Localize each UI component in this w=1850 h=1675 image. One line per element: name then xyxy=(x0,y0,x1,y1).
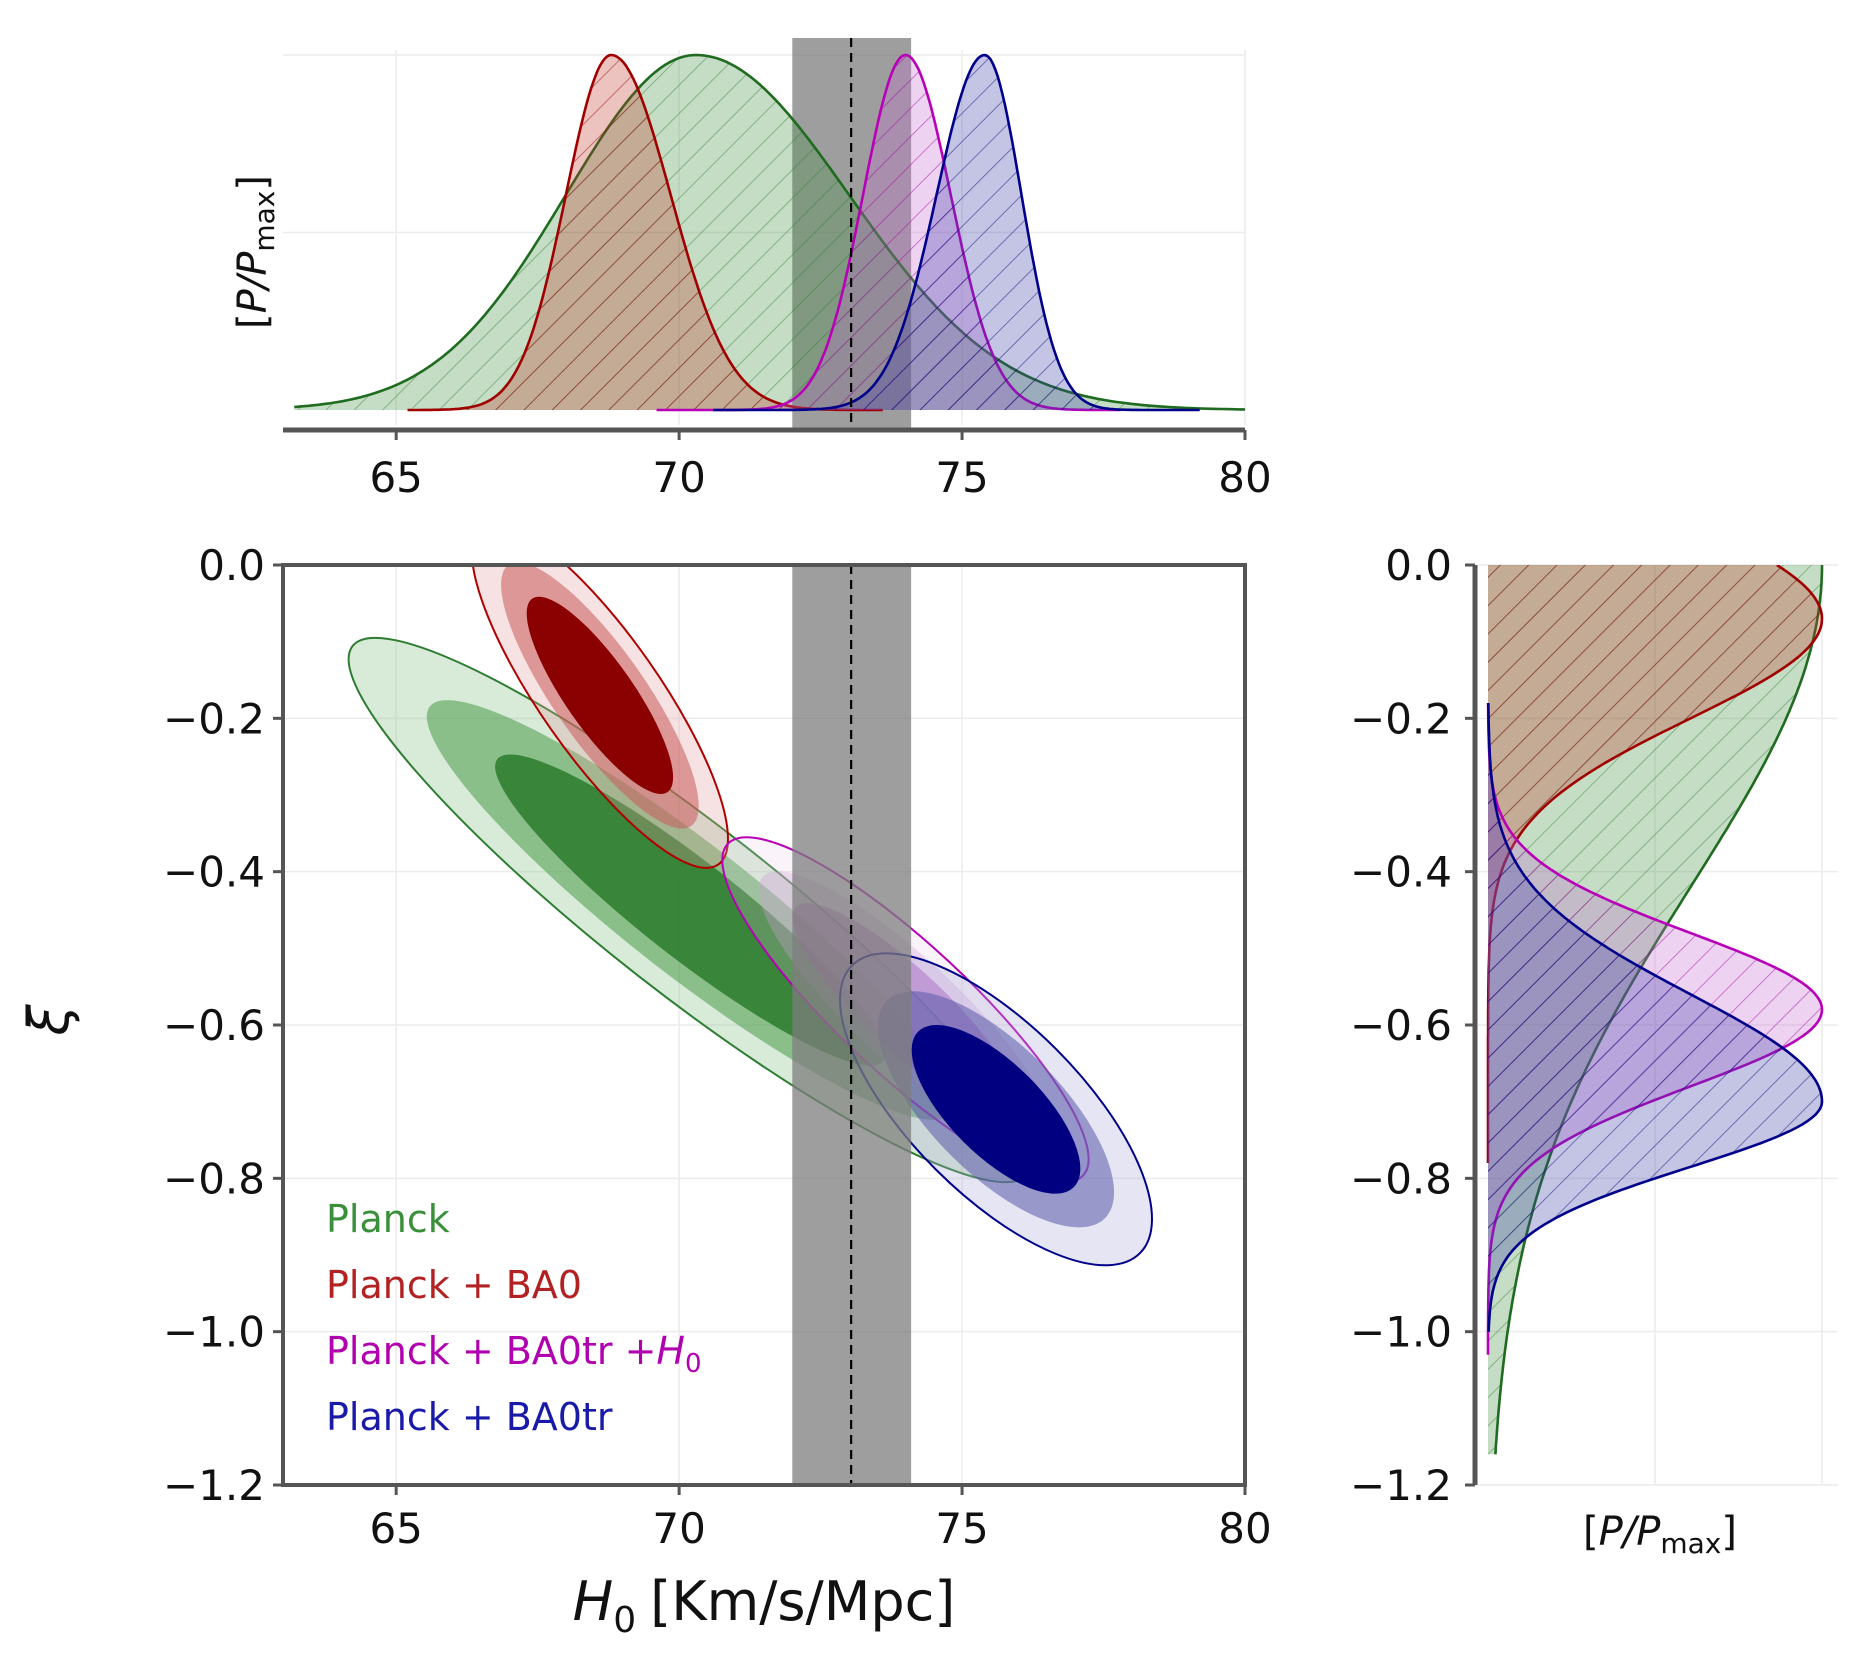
main-y-tick-label: 0.0 xyxy=(198,541,265,590)
main-x-tick-label: 75 xyxy=(935,1504,988,1553)
right-curves xyxy=(1486,565,1824,1455)
main-y-tick-label: −0.2 xyxy=(163,694,265,743)
main-y-tick-label: −0.6 xyxy=(163,1001,265,1050)
top-y-axis-label: [P/Pmax] xyxy=(230,175,281,329)
main-x-tick-label: 70 xyxy=(652,1504,705,1553)
right-y-tick-label: −0.8 xyxy=(1350,1154,1452,1203)
top-x-tick-label: 80 xyxy=(1218,453,1271,502)
legend-item-planck-baotr-h0: Planck + BA0tr +H0 xyxy=(326,1329,702,1379)
right-y-tick-label: −0.6 xyxy=(1350,1001,1452,1050)
top-pdf-planck xyxy=(294,53,1245,411)
top-pdf-hatch xyxy=(656,55,1121,410)
right-y-ticks: 0.0 −0.2 −0.4 −0.6 −0.8 −1.0 −1.2 xyxy=(1350,541,1475,1510)
right-y-tick-label: −0.2 xyxy=(1350,694,1452,743)
right-pdf-hatch xyxy=(1488,565,1822,1163)
top-x-tick-label: 65 xyxy=(369,453,422,502)
right-pdf-hatch xyxy=(1488,565,1822,1455)
right-pdf-line xyxy=(1487,702,1824,1332)
main-y-tick-label: −1.0 xyxy=(163,1308,265,1357)
top-x-tick-label: 70 xyxy=(652,453,705,502)
right-y-tick-label: −1.0 xyxy=(1350,1308,1452,1357)
right-y-tick-label: −0.4 xyxy=(1350,848,1452,897)
top-pdf-hatch xyxy=(294,55,1245,410)
main-x-axis-label: H0 [Km/s/Mpc] xyxy=(573,1570,956,1641)
main-contour-panel: 65 70 75 80 0.0 −0.2 −0.4 −0.6 −0.8 −1.0 −1.2 H0[… xyxy=(17,541,1272,1641)
contour-planck-ba0 xyxy=(470,565,729,869)
main-y-ticks: 0.0 −0.2 −0.4 −0.6 −0.8 −1.0 −1.2 xyxy=(163,541,283,1510)
top-pdf-line xyxy=(294,53,1245,411)
top-x-ticks: 65 70 75 80 xyxy=(369,430,1272,502)
right-y-tick-label: 0.0 xyxy=(1385,541,1452,590)
top-x-tick-label: 75 xyxy=(935,453,988,502)
right-pdf-planck-ba0tr xyxy=(1487,702,1824,1332)
legend-item-planck-bao: Planck + BA0 xyxy=(326,1263,582,1307)
legend-item-planck-baotr: Planck + BA0tr xyxy=(326,1395,613,1439)
top-pdf-line xyxy=(713,53,1200,412)
main-contours xyxy=(347,565,1153,1267)
legend: Planck Planck + BA0 Planck + BA0tr +H0 P… xyxy=(326,1197,702,1439)
main-y-tick-label: −1.2 xyxy=(163,1461,265,1510)
contour-planck-ba0tr-level-1 xyxy=(911,1025,1081,1194)
main-y-tick-label: −0.8 xyxy=(163,1154,265,1203)
top-pdf-planck-ba0tr xyxy=(713,53,1200,412)
right-y-tick-label: −1.2 xyxy=(1350,1461,1452,1510)
main-x-tick-label: 80 xyxy=(1218,1504,1271,1553)
right-x-axis-label: [P/Pmax] xyxy=(1583,1509,1737,1560)
top-pdf-hatch xyxy=(407,55,883,410)
top-pdf-hatch xyxy=(713,55,1200,410)
contour-planck-level-1 xyxy=(495,754,886,1066)
main-y-tick-label: −0.4 xyxy=(163,848,265,897)
top-curves xyxy=(294,53,1245,412)
contour-planck-ba0-level-1 xyxy=(526,596,674,794)
right-pdf-hatch xyxy=(1488,703,1822,1332)
top-marginal-panel: 65 70 75 80 [P/Pmax] xyxy=(230,38,1272,502)
main-y-axis-label: ξ xyxy=(17,1004,82,1037)
main-x-ticks: 65 70 75 80 xyxy=(369,1485,1272,1553)
legend-item-planck: Planck xyxy=(326,1197,450,1241)
right-marginal-panel: 0.0 −0.2 −0.4 −0.6 −0.8 −1.0 −1.2 [P/Pmax] xyxy=(1350,541,1838,1560)
main-x-tick-label: 65 xyxy=(369,1504,422,1553)
